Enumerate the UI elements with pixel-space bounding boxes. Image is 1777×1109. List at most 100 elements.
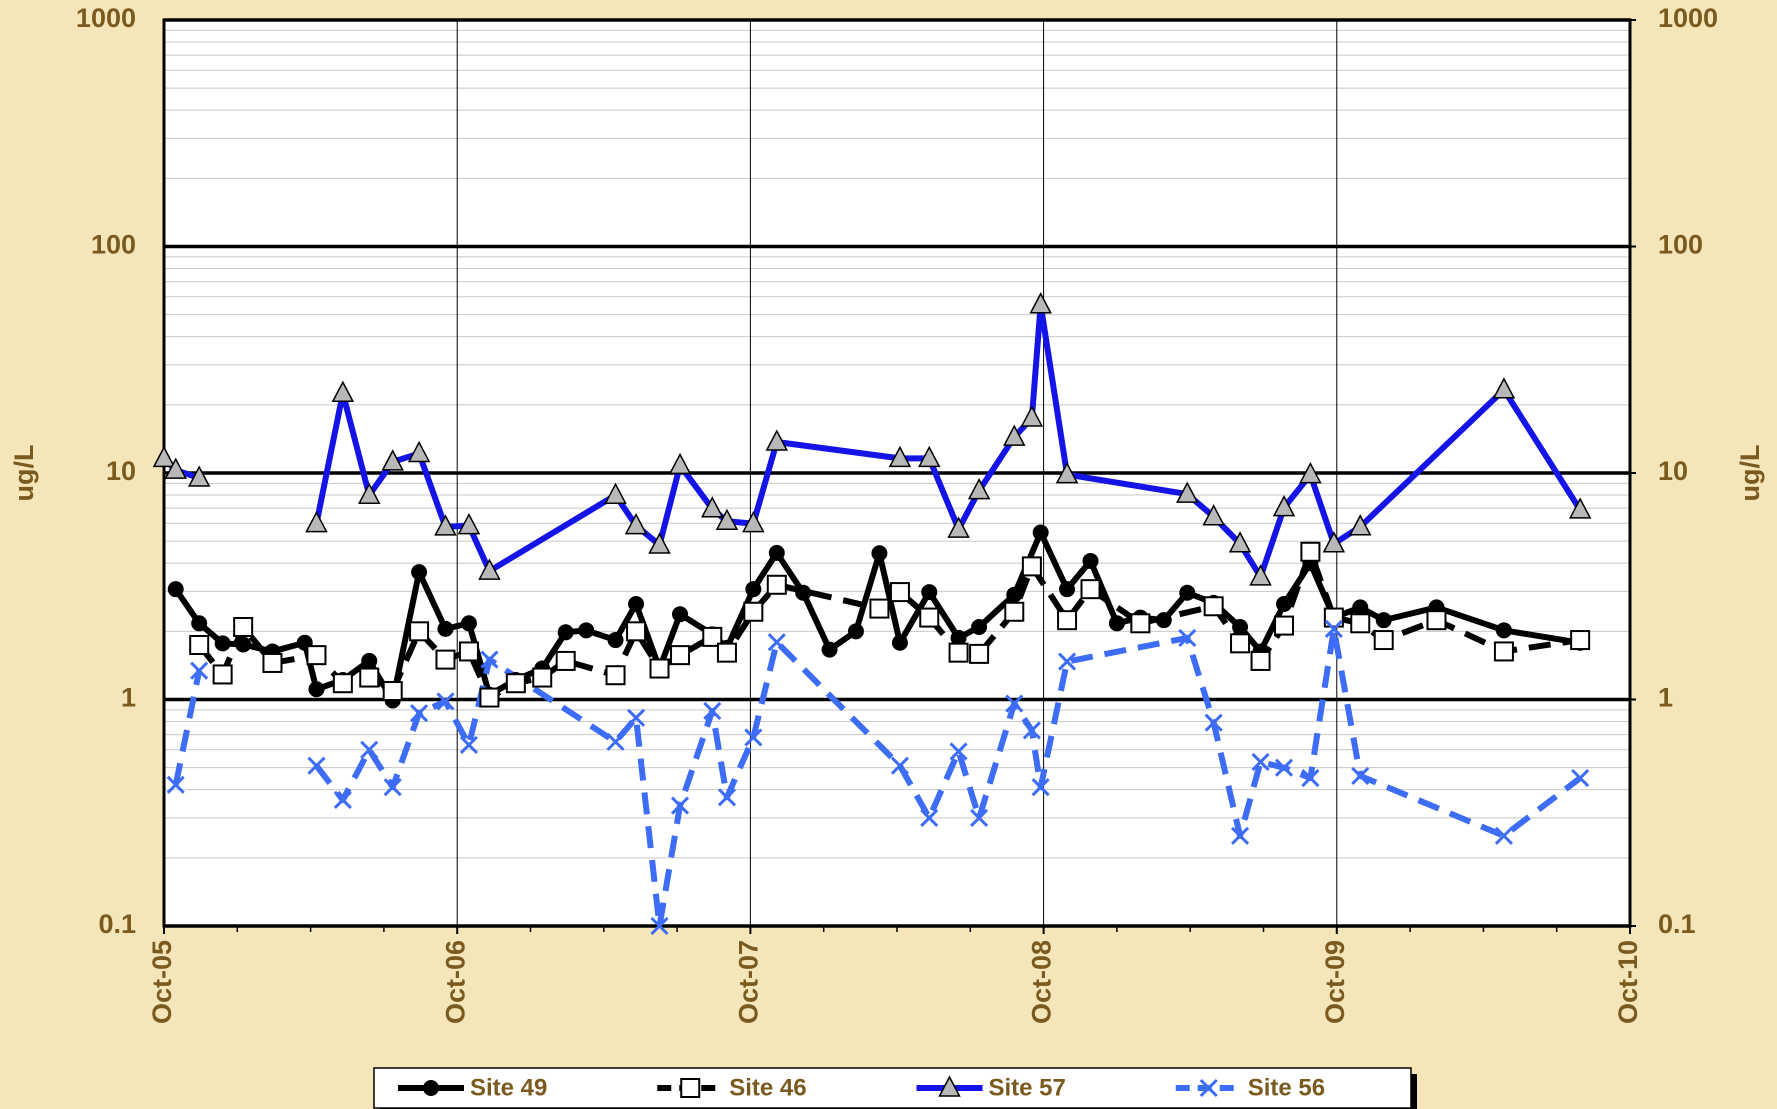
marker — [306, 645, 327, 666]
marker — [187, 465, 211, 487]
marker — [166, 775, 185, 794]
marker — [505, 673, 526, 694]
marker — [668, 452, 692, 475]
marker — [847, 623, 864, 640]
marker — [1204, 713, 1223, 732]
marker — [1032, 524, 1049, 541]
marker — [1179, 584, 1196, 601]
marker — [947, 516, 970, 538]
marker — [768, 544, 785, 561]
marker — [744, 728, 763, 747]
marker — [167, 581, 184, 598]
marker — [920, 808, 939, 827]
marker — [333, 790, 352, 810]
marker — [1155, 612, 1172, 629]
marker — [480, 650, 499, 669]
marker — [190, 661, 209, 680]
marker — [606, 732, 625, 751]
legend-marker — [1199, 1078, 1218, 1098]
marker — [435, 649, 456, 670]
marker — [1232, 618, 1249, 635]
marker — [604, 482, 627, 504]
marker — [1276, 596, 1293, 613]
marker — [767, 633, 786, 652]
marker — [1108, 615, 1125, 632]
marker — [1055, 461, 1079, 484]
marker — [235, 636, 252, 653]
marker — [672, 606, 689, 623]
marker — [434, 514, 457, 536]
marker — [795, 584, 812, 601]
x-tick-label: Oct-05 — [147, 940, 177, 1024]
marker — [1202, 504, 1225, 526]
marker — [607, 632, 624, 649]
marker — [950, 629, 967, 646]
marker — [743, 601, 764, 622]
marker — [1274, 615, 1295, 636]
marker — [918, 445, 941, 468]
marker — [308, 681, 325, 698]
marker — [1251, 752, 1270, 772]
marker — [1274, 758, 1294, 777]
y-tick-label: 1 — [121, 683, 136, 713]
marker — [1130, 613, 1151, 634]
marker — [1178, 628, 1197, 647]
marker — [331, 380, 355, 402]
y-tick-label: 100 — [91, 230, 136, 260]
marker — [460, 615, 477, 632]
marker — [1003, 424, 1026, 446]
marker — [967, 478, 991, 500]
marker — [715, 508, 739, 531]
marker — [1272, 495, 1296, 517]
marker — [437, 620, 454, 637]
marker — [436, 692, 455, 711]
marker — [459, 735, 478, 755]
marker — [359, 667, 380, 688]
marker — [332, 673, 353, 694]
legend-label: Site 56 — [1248, 1074, 1325, 1101]
marker — [532, 667, 553, 688]
marker — [889, 582, 910, 603]
marker — [948, 642, 969, 663]
legend-label: Site 57 — [989, 1074, 1066, 1101]
marker — [1057, 610, 1078, 631]
marker — [1203, 596, 1224, 617]
marker — [1080, 579, 1101, 600]
marker — [1082, 552, 1099, 569]
plot-frame — [162, 18, 1632, 928]
legend-marker — [423, 1080, 439, 1096]
legend-marker — [938, 1075, 961, 1097]
marker — [1571, 768, 1590, 788]
marker — [1493, 641, 1514, 662]
marker — [1059, 581, 1076, 598]
marker — [1495, 622, 1512, 639]
marker — [1005, 694, 1024, 713]
marker — [888, 445, 912, 468]
marker — [457, 512, 481, 535]
marker — [409, 621, 430, 642]
marker — [411, 564, 428, 581]
marker — [970, 808, 989, 827]
marker — [191, 615, 208, 632]
marker — [1230, 633, 1251, 654]
marker — [382, 681, 403, 702]
marker — [1349, 514, 1372, 536]
marker — [307, 756, 326, 775]
marker — [624, 512, 648, 535]
marker — [626, 708, 646, 727]
marker — [410, 704, 429, 723]
marker — [305, 510, 328, 533]
y-axis-label: ug/L — [9, 445, 39, 502]
marker — [360, 740, 379, 759]
marker — [949, 742, 968, 761]
marker — [1322, 531, 1346, 553]
marker — [969, 643, 990, 664]
marker — [152, 445, 176, 468]
marker — [821, 641, 838, 658]
marker — [262, 652, 283, 673]
marker — [1020, 405, 1044, 427]
marker — [1351, 766, 1370, 785]
marker — [716, 642, 737, 663]
marker — [407, 440, 431, 463]
